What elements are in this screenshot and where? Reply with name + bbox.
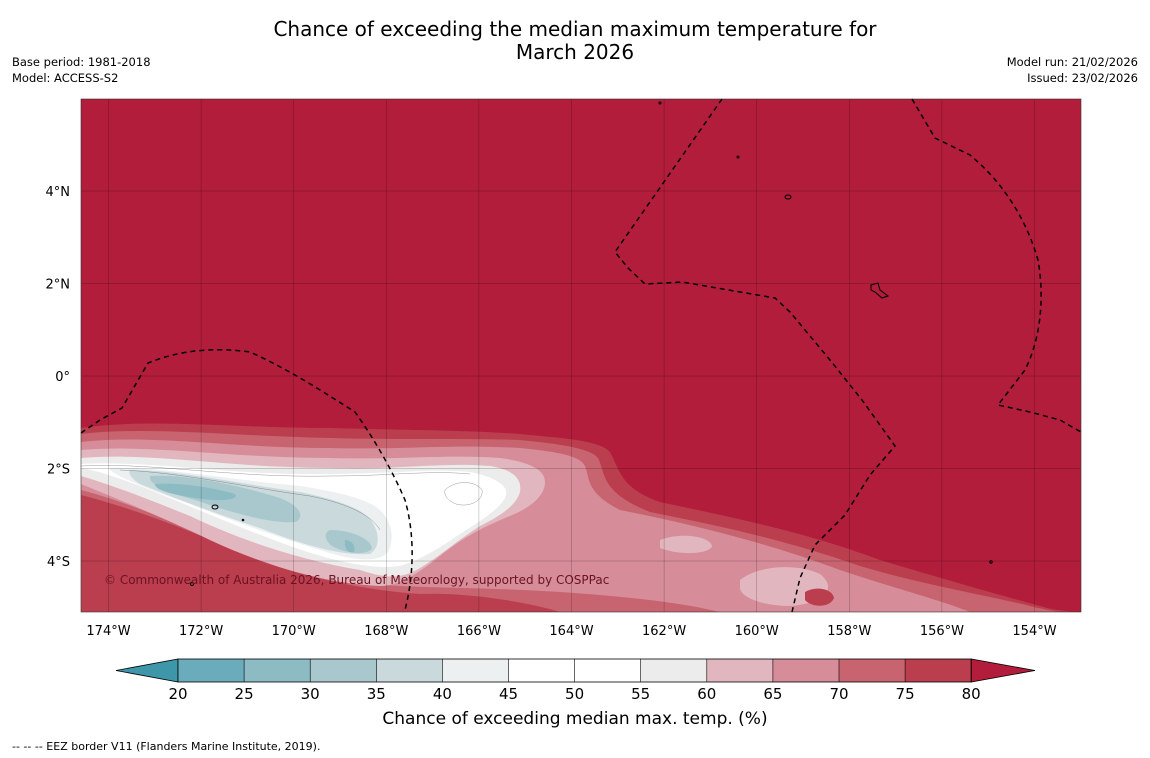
contour-25b (344, 540, 355, 553)
colorbar-tick-label: 45 (499, 685, 518, 703)
base-period: Base period: 1981-2018 (12, 55, 151, 69)
contour-extra-red (805, 588, 834, 606)
lon-tick-label: 160°W (735, 624, 779, 639)
colorbar-segment (640, 659, 708, 682)
colorbar-tick-label: 35 (367, 685, 386, 703)
colorbar-segment (574, 659, 642, 682)
eez-border-central (614, 98, 896, 613)
island-5 (658, 101, 662, 105)
lat-tick-label: 4°S (47, 555, 70, 570)
longitude-tick-labels: 174°W 172°W 170°W 168°W 166°W 164°W 162°W 160°W… (86, 624, 1056, 639)
colorbar-segment (442, 659, 509, 682)
graticule (81, 99, 1081, 612)
title-line-2: March 2026 (515, 40, 635, 64)
lon-tick-label: 154°W (1012, 624, 1056, 639)
contour-25 (155, 483, 236, 501)
copyright-text: © Commonwealth of Australia 2026, Bureau… (104, 573, 609, 587)
lon-tick-label: 168°W (364, 624, 408, 639)
lon-tick-label: 172°W (179, 624, 223, 639)
title-line-1: Chance of exceeding the median maximum t… (273, 17, 877, 41)
contour-lines (80, 465, 483, 531)
lon-tick-label: 170°W (272, 624, 316, 639)
colorbar-tick-label: 75 (896, 685, 915, 703)
map-frame (80, 98, 1082, 613)
lon-tick-label: 158°W (827, 624, 871, 639)
lat-tick-label: 0° (55, 370, 70, 385)
colorbar-tick-label: 25 (235, 685, 254, 703)
colorbar-segment (905, 659, 972, 682)
colorbar-segment (839, 659, 906, 682)
issued-date: Issued: 23/02/2026 (1027, 71, 1138, 85)
lon-tick-label: 174°W (86, 624, 130, 639)
lat-tick-label: 4°N (46, 185, 71, 200)
lon-tick-label: 166°W (457, 624, 501, 639)
colorbar-tick-label: 40 (433, 685, 452, 703)
island-3 (211, 504, 219, 510)
contour-extra-pink (660, 535, 712, 554)
meta-right: Model run: 21/02/2026 Issued: 23/02/2026 (1007, 54, 1138, 86)
eez-borders (80, 98, 1082, 613)
colorbar-segment (310, 659, 377, 682)
colorbar-segment (244, 659, 311, 682)
island-4 (736, 155, 740, 159)
lat-tick-label: 2°S (47, 463, 70, 478)
colorbar-segment (772, 659, 840, 682)
colorbar-tick-label: 60 (697, 685, 716, 703)
map-title: Chance of exceeding the median maximum t… (0, 18, 1150, 64)
islands (190, 101, 993, 586)
colorbar-tick-label: 55 (631, 685, 650, 703)
meta-left: Base period: 1981-2018 Model: ACCESS-S2 (12, 54, 151, 86)
island-6 (989, 560, 993, 564)
colorbar-tick-label: 50 (565, 685, 584, 703)
colorbar-extend-high (970, 658, 1036, 683)
colorbar-tick-label: 80 (962, 685, 981, 703)
eez-border-east (911, 98, 1082, 433)
contour-line-1 (80, 465, 471, 477)
latitude-tick-labels: 4°N 2°N 0° 2°S 4°S (46, 185, 71, 570)
colorbar-outline (177, 658, 972, 683)
colorbar-tick-label: 20 (168, 685, 187, 703)
lon-tick-label: 156°W (920, 624, 964, 639)
lat-tick-label: 2°N (46, 278, 71, 293)
colorbar-tick-label: 70 (829, 685, 848, 703)
contour-line-2 (119, 469, 381, 531)
colorbar-extend-low (115, 658, 179, 683)
model-run: Model run: 21/02/2026 (1006, 55, 1138, 69)
colorbar: 20 25 30 35 40 45 50 55 60 65 70 75 80 (115, 658, 1036, 703)
colorbar-segment (376, 659, 443, 682)
island-7 (190, 582, 194, 586)
lon-tick-label: 164°W (549, 624, 593, 639)
colorbar-segment (706, 659, 774, 682)
contour-line-3 (444, 482, 483, 506)
eez-legend-note: -- -- -- EEZ border V11 (Flanders Marine… (12, 740, 321, 753)
lon-tick-label: 162°W (642, 624, 686, 639)
colorbar-label: Chance of exceeding median max. temp. (%… (382, 709, 768, 729)
model-name: Model: ACCESS-S2 (12, 71, 119, 85)
colorbar-tick-label: 30 (301, 685, 320, 703)
eez-border-west (80, 348, 413, 611)
island-2 (870, 282, 890, 299)
colorbar-tick-label: 65 (763, 685, 782, 703)
island-8 (241, 518, 245, 522)
colorbar-segment (508, 659, 576, 682)
island-1 (784, 194, 792, 200)
colorbar-segment (178, 659, 245, 682)
